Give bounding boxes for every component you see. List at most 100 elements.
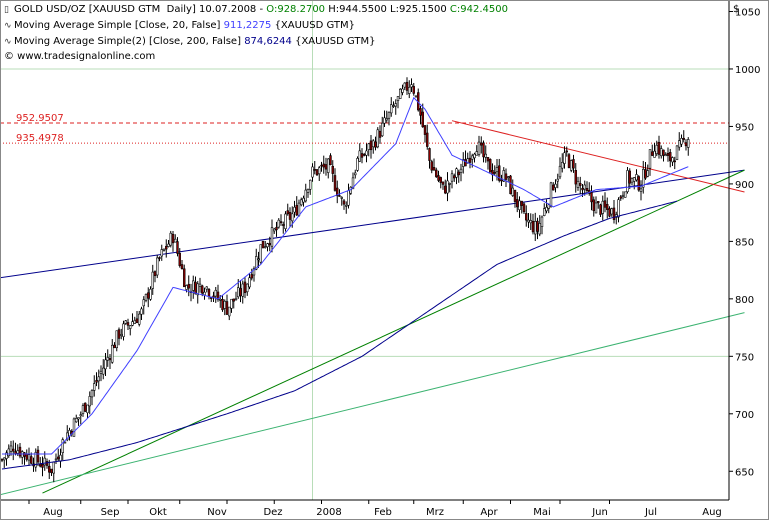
y-tick-label: 650 <box>735 467 754 478</box>
candle-body <box>439 177 442 183</box>
x-tick-label: Okt <box>149 507 167 518</box>
candle-body <box>144 293 148 301</box>
candle-body <box>162 248 166 251</box>
candle-body <box>72 418 76 437</box>
x-tick-label: Feb <box>374 507 392 518</box>
candle-body <box>459 168 463 173</box>
candle-body <box>347 190 350 206</box>
candle-body <box>291 213 294 222</box>
candle-body <box>498 165 501 181</box>
candle-body <box>606 203 609 210</box>
x-tick-label: Sep <box>101 507 120 518</box>
candle-body <box>48 465 51 473</box>
candle-body <box>432 167 436 171</box>
candle-body <box>243 281 247 293</box>
candle-body <box>394 103 397 107</box>
price-level-label: 952.9507 <box>16 113 64 124</box>
candle-body <box>387 111 391 119</box>
x-tick-label: Mai <box>533 507 551 518</box>
candle-body <box>187 283 190 289</box>
candle-body <box>95 380 98 383</box>
x-tick-label: Mrz <box>426 507 444 518</box>
candle-body <box>547 204 550 209</box>
candle-body <box>340 197 343 199</box>
candle-body <box>88 396 91 407</box>
candle-body <box>192 280 195 291</box>
y-tick-label: 1000 <box>735 65 760 76</box>
candle-body <box>599 204 602 215</box>
candle-body <box>214 289 217 297</box>
candle-body <box>304 189 307 202</box>
candle-body <box>527 219 530 223</box>
candle-body <box>7 448 10 457</box>
candle-body <box>639 188 643 192</box>
header-ohlc-line: ▯ GOLD USD/OZ [XAUUSD GTM Daily] 10.07.20… <box>4 4 508 15</box>
candle-body <box>52 461 55 474</box>
candle-body <box>225 301 229 315</box>
candle-body <box>376 129 379 148</box>
candle-body <box>345 205 348 207</box>
candle-body <box>176 241 179 254</box>
candle-body <box>390 104 393 114</box>
candle-body <box>174 238 177 243</box>
candle-body <box>93 383 96 391</box>
candle-body <box>198 283 202 287</box>
ma20-name: Moving Average Simple [Close, 20, False] <box>14 20 221 31</box>
candle-body <box>536 220 539 232</box>
candle-body <box>421 111 424 128</box>
candle-body <box>642 169 645 188</box>
candle-body <box>590 192 593 203</box>
y-tick-label: 900 <box>735 180 754 191</box>
candle-body <box>203 291 206 296</box>
candle-body <box>223 300 226 309</box>
candle-body <box>666 153 670 156</box>
candle-body <box>684 142 688 147</box>
candle-body <box>558 165 562 178</box>
candle-body <box>426 132 429 147</box>
candlesticks <box>0 77 690 483</box>
high-value: H:944.5500 <box>328 4 387 15</box>
close-value: C:942.4500 <box>449 4 508 15</box>
candle-body <box>633 177 636 182</box>
candle-body <box>106 357 109 361</box>
candle-body <box>617 199 620 218</box>
candle-body <box>687 139 690 148</box>
candle-body <box>369 140 373 151</box>
candle-body <box>626 170 629 193</box>
candle-body <box>297 202 301 216</box>
candle-body <box>367 143 370 150</box>
candle-body <box>671 157 674 163</box>
ma200-name: Moving Average Simple(2) [Close, 200, Fa… <box>14 36 241 47</box>
candle-body <box>455 168 458 178</box>
candle-body <box>502 170 505 182</box>
candle-body <box>579 183 582 186</box>
candle-body <box>261 240 265 249</box>
candle-body <box>567 154 571 169</box>
candle-body <box>178 253 181 266</box>
candle-body <box>675 145 679 161</box>
candle-body <box>45 461 49 466</box>
candle-body <box>450 173 454 182</box>
candle-body <box>428 148 431 161</box>
candle-body <box>500 179 503 182</box>
candle-body <box>664 154 667 157</box>
candle-body <box>30 456 33 464</box>
candle-body <box>365 150 368 156</box>
candle-body <box>315 169 319 176</box>
candle-body <box>378 130 382 138</box>
candle-body <box>246 283 249 293</box>
candle-body <box>255 256 258 270</box>
open-value: O:928.2700 <box>266 4 326 15</box>
candle-body <box>104 359 107 370</box>
candle-body <box>354 172 357 176</box>
candle-body <box>396 96 400 101</box>
copyright-line: © www.tradesignalonline.com <box>4 51 155 62</box>
candle-body <box>525 213 528 221</box>
candle-body <box>160 249 163 257</box>
candle-body <box>284 213 287 229</box>
candle-body <box>540 216 544 227</box>
copyright-text: © www.tradesignalonline.com <box>4 51 156 62</box>
trendline-support <box>0 312 745 496</box>
